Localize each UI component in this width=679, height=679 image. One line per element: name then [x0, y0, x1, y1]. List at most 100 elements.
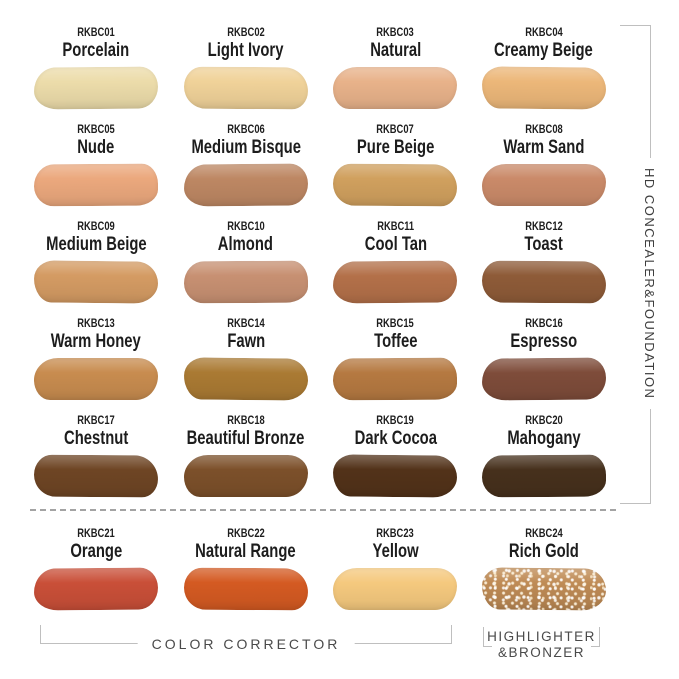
swatch-cell: RKBC10 Almond [170, 210, 321, 307]
shade-swatch [481, 454, 606, 498]
shade-name: Dark Cocoa [354, 427, 437, 449]
shade-swatch [34, 358, 159, 401]
shade-swatch [33, 567, 159, 611]
shade-swatch [33, 66, 159, 110]
swatch-cell: RKBC05 Nude [22, 113, 170, 210]
swatch-cell: RKBC15 Toffee [321, 307, 469, 404]
color-corrector-label: COLOR CORRECTOR [137, 636, 355, 652]
shade-name: Pure Beige [356, 136, 435, 158]
shade-swatch [183, 163, 308, 207]
highlighter-bronzer-label: HIGHLIGHTER &BRONZER [487, 629, 596, 661]
shade-code: RKBC09 [77, 219, 115, 233]
shade-swatch [183, 66, 308, 110]
shade-swatch [33, 260, 159, 304]
shade-code: RKBC16 [525, 316, 563, 330]
shade-swatch [333, 357, 458, 401]
swatch-cell: RKBC11 Cool Tan [321, 210, 469, 307]
shade-name: Orange [70, 540, 123, 562]
shade-name: Porcelain [62, 39, 130, 61]
shade-name: Fawn [226, 330, 265, 352]
shade-name: Nude [77, 136, 115, 158]
shade-name: Cool Tan [364, 233, 427, 255]
swatch-cell: RKBC22 Natural Range [170, 517, 321, 614]
shade-code: RKBC10 [227, 219, 265, 233]
shade-swatch [481, 567, 607, 611]
shade-swatch [183, 567, 308, 611]
shade-code: RKBC23 [376, 526, 415, 540]
swatch-cell: RKBC03 Natural [321, 16, 469, 113]
swatch-cell: RKBC12 Toast [470, 210, 618, 307]
shade-code: RKBC04 [525, 25, 563, 39]
bracket-corner-left-icon [483, 627, 492, 647]
swatch-cell: RKBC06 Medium Bisque [170, 113, 321, 210]
shade-code: RKBC14 [227, 316, 265, 330]
section-divider [22, 501, 618, 517]
shade-name: Medium Beige [45, 233, 147, 255]
shade-code: RKBC06 [227, 122, 265, 136]
shade-code: RKBC08 [525, 122, 563, 136]
swatch-cell: RKBC07 Pure Beige [321, 113, 469, 210]
shade-name: Espresso [510, 330, 578, 352]
shade-swatch [481, 260, 606, 304]
shade-code: RKBC18 [227, 413, 265, 427]
swatch-cell: RKBC14 Fawn [170, 307, 321, 404]
shade-swatch [481, 357, 606, 401]
shade-swatch [333, 260, 458, 304]
shade-name: Almond [218, 233, 274, 255]
swatch-cell: RKBC02 Light Ivory [170, 16, 321, 113]
swatch-cell: RKBC09 Medium Beige [22, 210, 170, 307]
shade-swatch [333, 454, 458, 498]
dashed-separator-line [30, 509, 616, 511]
shade-swatch [333, 163, 458, 207]
swatch-cell: RKBC18 Beautiful Bronze [170, 404, 321, 501]
hd-section-label: HD CONCEALER&FOUNDATION [642, 158, 657, 410]
highlighter-bronzer-bracket: HIGHLIGHTER &BRONZER [483, 627, 600, 667]
shade-code: RKBC05 [77, 122, 115, 136]
shade-code: RKBC19 [376, 413, 415, 427]
swatch-grid: RKBC01 Porcelain RKBC02 Light Ivory RKBC… [22, 16, 618, 614]
shade-code: RKBC01 [77, 25, 115, 39]
swatch-cell: RKBC24 Rich Gold [470, 517, 618, 614]
shade-swatch [333, 568, 458, 611]
shade-name: Light Ivory [207, 39, 284, 61]
highlighter-label-line1: HIGHLIGHTER [487, 629, 596, 644]
shade-code: RKBC24 [525, 526, 563, 540]
shade-swatch [34, 454, 159, 498]
shade-code: RKBC17 [77, 413, 115, 427]
shade-swatch [481, 66, 607, 110]
swatch-cell: RKBC23 Yellow [321, 517, 469, 614]
swatch-cell: RKBC21 Orange [22, 517, 170, 614]
shade-swatch [183, 455, 308, 498]
shade-name: Toffee [373, 330, 418, 352]
color-corrector-bracket: COLOR CORRECTOR [40, 625, 452, 652]
shade-name: Natural Range [195, 540, 297, 562]
shade-swatch [34, 163, 159, 207]
shade-name: Warm Honey [51, 330, 142, 352]
shade-name: Yellow [372, 540, 419, 562]
swatch-cell: RKBC16 Espresso [470, 307, 618, 404]
shade-swatch [481, 164, 606, 207]
shade-code: RKBC07 [376, 122, 415, 136]
shade-name: Creamy Beige [494, 39, 594, 61]
swatch-cell: RKBC13 Warm Honey [22, 307, 170, 404]
shade-code: RKBC22 [227, 526, 265, 540]
shade-name: Chestnut [64, 427, 129, 449]
shade-code: RKBC11 [376, 219, 414, 233]
shade-name: Natural [369, 39, 422, 61]
shade-name: Mahogany [507, 427, 581, 449]
shade-swatch [183, 260, 308, 304]
shade-name: Beautiful Bronze [186, 427, 305, 449]
shade-code: RKBC21 [77, 526, 115, 540]
bracket-corner-right-icon [591, 627, 600, 647]
shade-name: Toast [524, 233, 564, 255]
shade-code: RKBC03 [376, 25, 415, 39]
shade-name: Rich Gold [508, 540, 579, 562]
swatch-cell: RKBC17 Chestnut [22, 404, 170, 501]
shade-swatch [333, 67, 458, 110]
shade-swatch [183, 357, 309, 401]
swatch-cell: RKBC01 Porcelain [22, 16, 170, 113]
shade-code: RKBC20 [525, 413, 563, 427]
swatch-cell: RKBC08 Warm Sand [470, 113, 618, 210]
shade-name: Warm Sand [503, 136, 585, 158]
